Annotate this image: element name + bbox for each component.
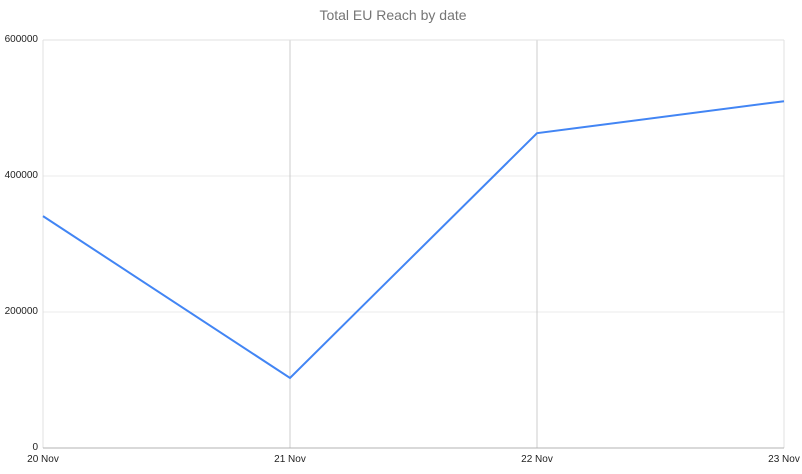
y-tick-label: 200000 [4,306,38,317]
series-line-total-eu-reach [42,100,785,380]
x-tick-label: 20 Nov [27,454,59,465]
y-tick-label: 400000 [4,170,38,181]
x-tick-label: 21 Nov [274,454,306,465]
y-tick-label: 0 [32,442,38,453]
y-tick-label: 600000 [4,34,38,45]
x-tick-label: 22 Nov [521,454,553,465]
chart-title: Total EU Reach by date [319,7,467,23]
x-tick-label: 23 Nov [768,454,800,465]
